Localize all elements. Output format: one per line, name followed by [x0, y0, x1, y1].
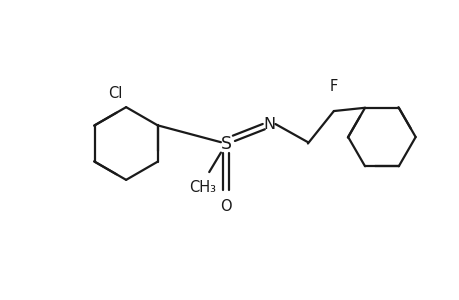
- Text: N: N: [262, 116, 274, 131]
- Text: CH₃: CH₃: [189, 180, 216, 195]
- Text: O: O: [220, 199, 231, 214]
- Text: Cl: Cl: [108, 86, 123, 101]
- Text: F: F: [329, 79, 337, 94]
- Text: S: S: [220, 134, 231, 152]
